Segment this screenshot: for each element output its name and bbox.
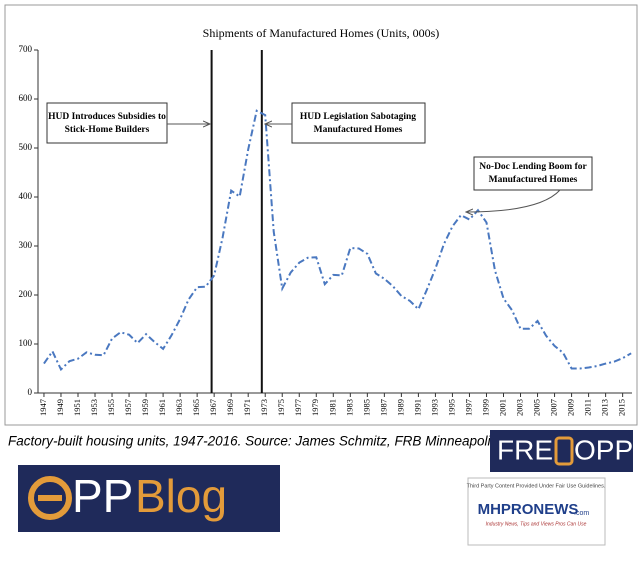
x-tick-label: 1971 — [242, 399, 252, 416]
x-tick-label: 1993 — [429, 399, 439, 416]
annotation-box — [473, 156, 593, 191]
x-tick-label: 1979 — [310, 399, 320, 416]
y-tick-label: 600 — [19, 93, 33, 103]
x-tick-label: 1967 — [208, 399, 218, 416]
x-tick-label: 1961 — [157, 399, 167, 416]
y-tick-label: 0 — [28, 387, 33, 397]
y-tick-label: 400 — [19, 191, 33, 201]
mhpronews-badge — [467, 477, 606, 546]
x-tick-label: 2007 — [549, 399, 559, 416]
logo-text: FRE — [497, 434, 553, 465]
x-tick-label: 1977 — [293, 399, 303, 416]
x-tick-label: 1955 — [106, 399, 116, 416]
x-tick-label: 1947 — [38, 399, 48, 416]
x-tick-label: 1959 — [140, 399, 150, 416]
x-tick-label: 1951 — [72, 399, 82, 416]
y-tick-label: 100 — [19, 338, 33, 348]
data-line — [43, 109, 632, 372]
x-tick-label: 2005 — [531, 399, 541, 416]
annotation-text: HUD Introduces Subsidies to — [48, 112, 166, 122]
badge-tagline: Industry News, Tips and Views Pros Can U… — [486, 521, 587, 527]
logo-icon — [554, 436, 574, 466]
y-tick-label: 200 — [19, 289, 33, 299]
x-tick-label: 1975 — [276, 399, 286, 416]
y-tick-label: 700 — [19, 44, 33, 54]
x-tick-label: 1995 — [446, 399, 456, 416]
x-tick-label: 1983 — [344, 399, 354, 416]
annotation-text: Manufactured Homes — [314, 125, 403, 135]
annotation-text: Stick-Home Builders — [65, 125, 150, 135]
chart-title: Shipments of Manufactured Homes (Units, … — [203, 26, 440, 40]
x-tick-label: 1963 — [174, 399, 184, 416]
annotation-arrow — [466, 189, 561, 212]
chart-frame — [4, 4, 638, 426]
badge-notice: Third Party Content Provided Under Fair … — [467, 483, 606, 489]
x-tick-label: 2015 — [617, 399, 627, 416]
y-tick-label: 300 — [19, 240, 33, 250]
logo-text: OPP — [574, 434, 633, 465]
x-tick-label: 2003 — [514, 399, 524, 416]
annotation-text: HUD Legislation Sabotaging — [300, 112, 416, 122]
logo-icon — [28, 476, 72, 520]
annotation-text: Manufactured Homes — [489, 175, 578, 185]
x-tick-label: 1987 — [378, 399, 388, 416]
x-tick-label: 1969 — [225, 399, 235, 416]
x-tick-label: 2001 — [497, 399, 507, 416]
x-tick-label: 1999 — [480, 399, 490, 416]
badge-domain: .com — [574, 510, 589, 517]
x-tick-label: 1973 — [259, 399, 269, 416]
x-tick-label: 1957 — [123, 399, 133, 416]
x-tick-label: 1997 — [463, 399, 473, 416]
x-tick-label: 1953 — [89, 399, 99, 416]
y-tick-label: 500 — [19, 142, 33, 152]
badge-brand: MHPRONEWS — [478, 501, 579, 518]
x-tick-label: 2013 — [600, 399, 610, 416]
x-tick-label: 1965 — [191, 399, 201, 416]
x-tick-label: 2009 — [566, 399, 576, 416]
x-tick-label: 1985 — [361, 399, 371, 416]
annotation-box — [46, 102, 168, 144]
annotation-box — [291, 102, 426, 144]
x-tick-label: 1981 — [327, 399, 337, 416]
x-tick-label: 1991 — [412, 399, 422, 416]
logo-text: PP — [72, 470, 133, 522]
caption: Factory-built housing units, 1947-2016. … — [8, 434, 501, 449]
logo-icon — [38, 495, 62, 501]
x-tick-label: 2011 — [583, 399, 593, 416]
annotation-text: No-Doc Lending Boom for — [479, 162, 587, 172]
x-tick-label: 1949 — [55, 399, 65, 416]
x-tick-label: 1989 — [395, 399, 405, 416]
logo-text: Blog — [135, 470, 227, 522]
